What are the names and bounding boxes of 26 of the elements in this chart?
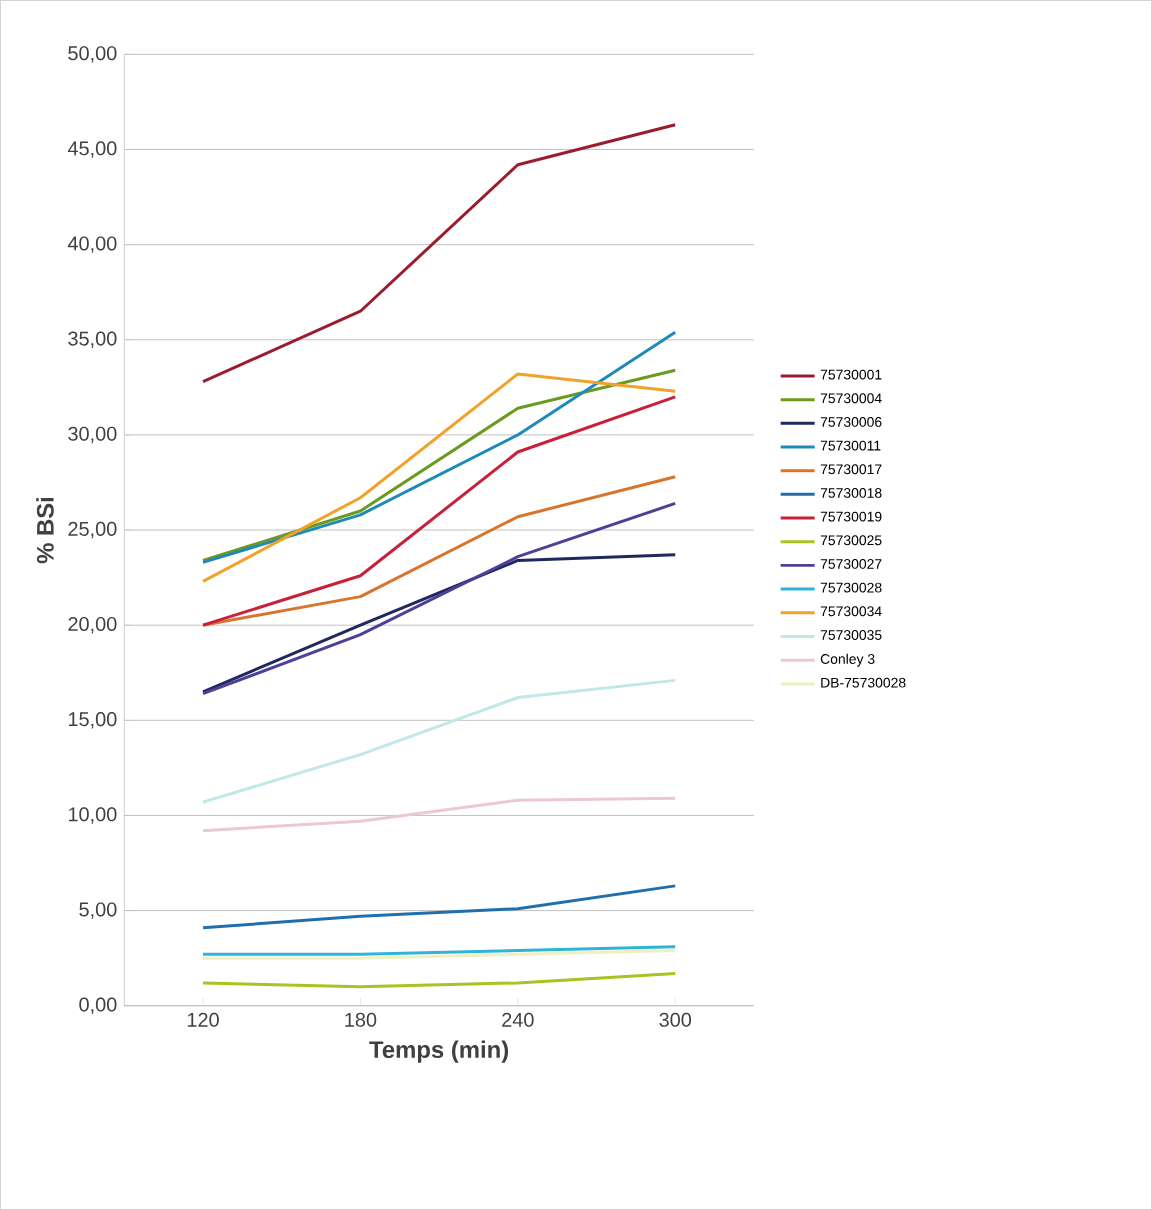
y-tick-label: 0,00 xyxy=(79,997,117,1014)
y-tick-label: 20,00 xyxy=(68,616,117,634)
y-tick-label: 5,00 xyxy=(79,902,117,919)
line-series xyxy=(201,678,677,804)
y-tick-label: 35,00 xyxy=(68,331,117,349)
line-series xyxy=(201,395,677,627)
y-axis-title: % BSi xyxy=(36,497,54,564)
x-tick-label: 120 xyxy=(187,1012,219,1027)
y-tick-label: 40,00 xyxy=(67,236,117,253)
y-tick-label: 15,00 xyxy=(68,712,117,729)
line-series xyxy=(201,475,677,627)
x-tick-label: 180 xyxy=(345,1012,377,1027)
y-tick-label: 45,00 xyxy=(67,141,117,158)
x-tick-label: 300 xyxy=(659,1012,692,1027)
line-series xyxy=(201,796,677,833)
y-tick-label: 25,00 xyxy=(68,521,117,539)
x-tick-label: 240 xyxy=(502,1012,534,1027)
line-series xyxy=(201,501,677,696)
x-axis-title: Temps (min) xyxy=(369,1040,509,1063)
y-tick-label: 10,00 xyxy=(68,807,117,824)
line-series xyxy=(201,553,677,694)
line-series xyxy=(201,330,677,564)
line-series xyxy=(201,884,677,930)
line-series xyxy=(201,123,677,384)
y-tick-label: 50,00 xyxy=(68,46,117,63)
y-tick-label: 30,00 xyxy=(68,426,117,444)
